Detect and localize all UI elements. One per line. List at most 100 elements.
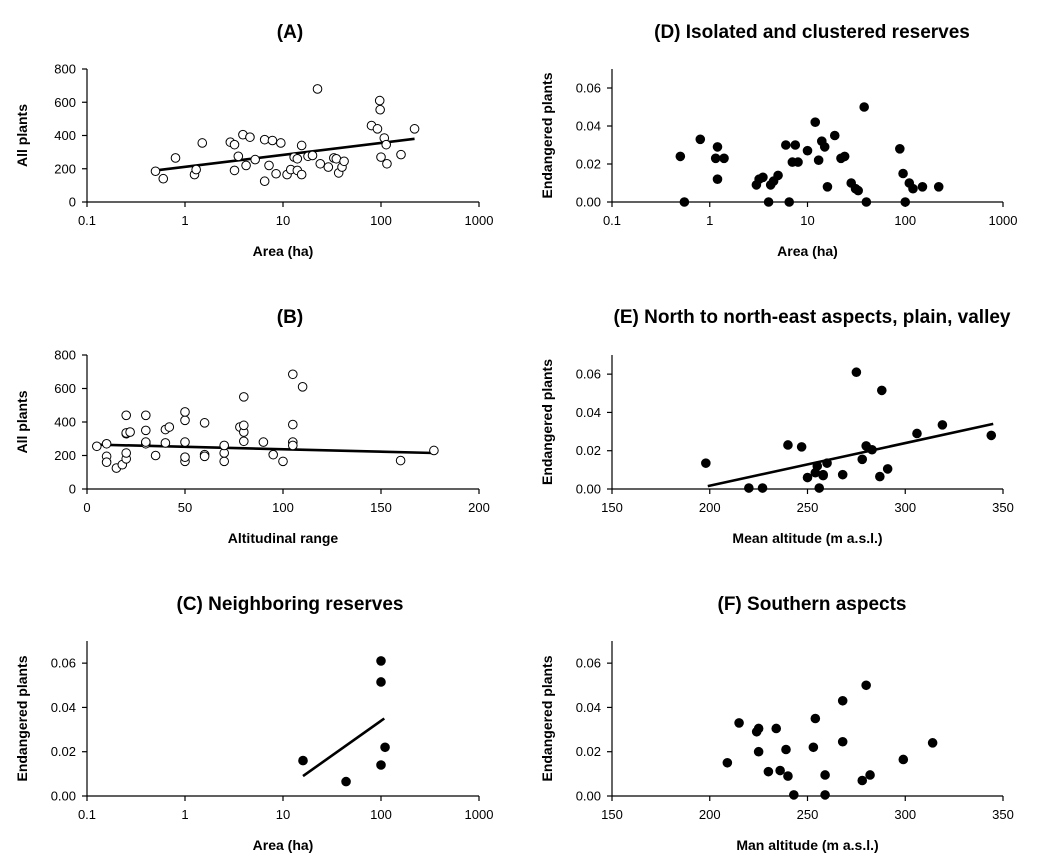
panel-a-data-point xyxy=(339,156,349,167)
panel-a-data-point xyxy=(259,134,270,145)
panel-b-x-tick-label: 200 xyxy=(468,500,490,515)
panel-e-data-point xyxy=(937,420,948,430)
panel-d-data-point xyxy=(859,102,869,112)
panel-e-y-tick-label: 0.04 xyxy=(576,405,601,420)
panel-d-data-point xyxy=(917,182,928,192)
panel-b-title: (B) xyxy=(277,307,303,328)
panel-a-data-point xyxy=(375,104,385,115)
panel-b-data-point xyxy=(429,445,439,456)
panel-c-data-point xyxy=(341,776,351,787)
panel-f-data-point xyxy=(753,746,764,757)
panel-f-data-point xyxy=(865,770,875,780)
panel-a-data-point xyxy=(276,138,286,148)
panel-a-y-tick-label: 0 xyxy=(69,195,76,210)
panel-b-data-point xyxy=(150,450,161,461)
panel-e-y-axis-label: Endangered plants xyxy=(539,359,555,485)
panel-a-data-point xyxy=(250,154,260,165)
panel-c-x-axis-label: Area (ha) xyxy=(253,837,314,853)
panel-b-data-point xyxy=(219,456,229,467)
panel-b-x-axis-label: Altitudinal range xyxy=(228,530,339,546)
panel-d-x-axis-label: Area (ha) xyxy=(777,243,838,259)
panel-e-y-tick-label: 0.02 xyxy=(576,443,601,458)
panel-b-data-point xyxy=(101,438,112,449)
panel-e-data-point xyxy=(867,444,877,455)
panel-a-data-point xyxy=(396,149,406,160)
panel-d-data-point xyxy=(933,182,944,192)
panel-c-y-tick-label: 0.06 xyxy=(51,656,76,671)
panel-f-data-point xyxy=(820,770,830,780)
panel-e-data-point xyxy=(875,471,885,482)
panel-b-x-tick-label: 0 xyxy=(83,500,90,515)
panel-f-title: (F) Southern aspects xyxy=(718,594,907,615)
panel-b-data-point xyxy=(288,369,298,380)
panel-a-x-tick-label: 10 xyxy=(276,213,290,228)
panel-b-data-point xyxy=(160,438,171,448)
panel-a-data-point xyxy=(245,132,255,142)
panel-d-data-point xyxy=(853,185,863,196)
panel-b-x-tick-label: 150 xyxy=(370,500,392,515)
panel-b-data-point xyxy=(239,392,249,402)
panel-a-data-point xyxy=(409,124,420,134)
panel-e-data-point xyxy=(802,472,813,483)
panel-e-data-point xyxy=(882,464,893,474)
panel-f-x-tick-label: 300 xyxy=(894,807,916,822)
panel-a-x-tick-label: 1 xyxy=(181,213,188,228)
panel-f-data-point xyxy=(810,713,821,724)
panel-b-data-point xyxy=(180,407,190,417)
panel-b-y-tick-label: 600 xyxy=(54,381,76,396)
panel-a-trendline xyxy=(155,137,415,172)
panel-d-data-point xyxy=(790,140,801,150)
panel-b-data-point xyxy=(199,451,210,462)
panel-e-data-point xyxy=(744,483,754,493)
panel-a-y-axis-label: All plants xyxy=(14,104,30,167)
panel-e-data-point xyxy=(701,458,711,468)
panel-f-x-tick-label: 250 xyxy=(797,807,819,822)
panel-f-data-point xyxy=(861,680,871,691)
panel-e-x-tick-label: 150 xyxy=(601,500,623,515)
panel-b-data-point xyxy=(121,410,131,421)
panel-e-data-point xyxy=(857,454,868,465)
panel-e-trendline xyxy=(707,422,994,488)
panel-e: (E) North to north-east aspects, plain, … xyxy=(539,307,1014,546)
panel-b-data-point xyxy=(219,440,229,451)
panel-e-data-point xyxy=(986,430,997,441)
panel-d-data-point xyxy=(773,170,783,181)
panel-b-data-point xyxy=(164,422,175,432)
panel-d-data-point xyxy=(810,117,821,127)
panel-e-data-point xyxy=(822,458,832,468)
panel-d-data-point xyxy=(802,145,813,156)
panel-c-x-tick-label: 100 xyxy=(370,807,392,822)
panel-d-data-point xyxy=(908,183,918,194)
panel-a-data-point xyxy=(376,152,386,162)
panel-e-data-point xyxy=(783,440,793,450)
panel-f-y-tick-label: 0.02 xyxy=(576,744,601,759)
panel-c-data-point xyxy=(376,677,386,687)
panel-f-data-point xyxy=(789,790,799,800)
panel-d-data-point xyxy=(763,197,774,207)
panel-b-x-tick-label: 100 xyxy=(272,500,294,515)
panel-a: (A) 0.1 1 10 100 1000 0 200 400 600 800 Area (ha) Al… xyxy=(14,22,493,259)
panel-e-x-tick-label: 250 xyxy=(797,500,819,515)
panel-e-data-point xyxy=(796,442,807,452)
panel-f-x-axis-label: Man altitude (m a.s.l.) xyxy=(736,837,878,853)
panel-e-data-point xyxy=(851,367,862,378)
panel-d-data-point xyxy=(710,153,721,164)
panel-d-data-point xyxy=(712,174,723,184)
panel-f-x-tick-label: 350 xyxy=(992,807,1014,822)
panel-d-data-point xyxy=(839,151,850,162)
panel-a-data-point xyxy=(381,139,392,150)
panel-f-data-point xyxy=(775,765,785,776)
panel-e-data-point xyxy=(912,428,922,439)
panel-d-x-tick-label: 1 xyxy=(706,213,713,228)
panel-d-data-point xyxy=(898,168,908,179)
panel-d-data-point xyxy=(758,172,768,183)
panel-d-data-point xyxy=(784,197,795,207)
panel-e-title: (E) North to north-east aspects, plain, … xyxy=(614,307,1011,328)
panel-a-data-point xyxy=(267,135,278,146)
panel-a-x-tick-label: 1000 xyxy=(465,213,494,228)
panel-d-y-axis-label: Endangered plants xyxy=(539,72,555,198)
panel-f-data-point xyxy=(837,695,848,706)
panel-b-data-point xyxy=(141,425,151,436)
panel-e-data-point xyxy=(757,483,768,493)
panel-b-data-point xyxy=(141,437,151,447)
